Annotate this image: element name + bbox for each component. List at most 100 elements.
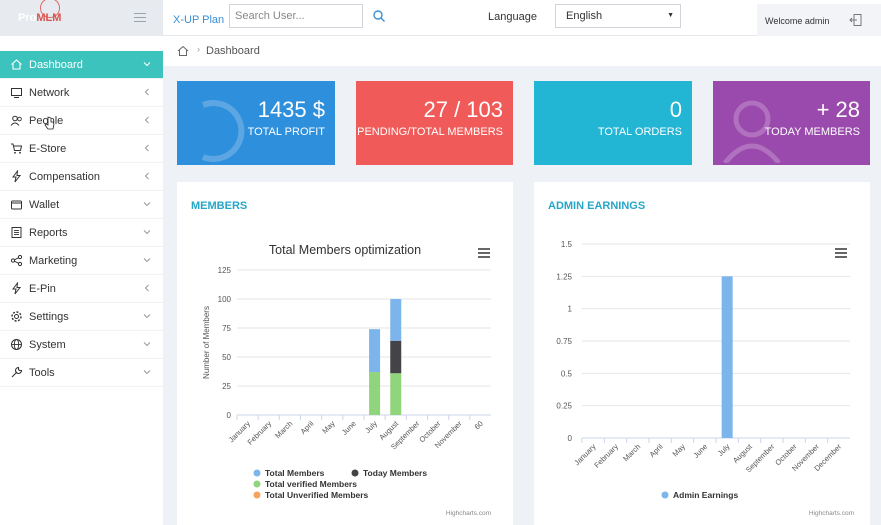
sidebar-item-system[interactable]: System bbox=[0, 331, 163, 359]
x-tick-label: July bbox=[363, 419, 379, 435]
x-tick-label: May bbox=[320, 419, 337, 436]
caret-down-icon: ▼ bbox=[667, 12, 674, 19]
profit-ghost-icon bbox=[201, 100, 245, 162]
wrench-icon bbox=[11, 366, 23, 378]
card-label: PENDING/TOTAL MEMBERS bbox=[357, 126, 503, 138]
x-tick-label: March bbox=[273, 419, 294, 440]
top-bar: ProMLM X-UP Plan Language English ▼ Welc… bbox=[0, 0, 881, 36]
sidebar-item-e-pin[interactable]: E-Pin bbox=[0, 275, 163, 303]
bolt-icon bbox=[12, 282, 22, 295]
chart-menu-icon[interactable] bbox=[835, 248, 847, 258]
sidebar-item-label: Network bbox=[29, 86, 70, 99]
wallet-icon bbox=[11, 200, 22, 210]
x-tick-label: June bbox=[691, 442, 709, 460]
y-tick-label: 50 bbox=[222, 353, 231, 362]
sidebar-item-label: Settings bbox=[29, 310, 69, 323]
sidebar-item-tools[interactable]: Tools bbox=[0, 359, 163, 387]
chart-credit: Highcharts.com bbox=[809, 510, 854, 517]
search-icon[interactable] bbox=[372, 9, 386, 23]
admin-earnings-panel: ADMIN EARNINGS 0 0.25 0.5 0.75 1 1.25 1.5 Janua… bbox=[534, 182, 870, 525]
chevron-down-icon bbox=[143, 314, 151, 319]
chevron-down-icon bbox=[143, 258, 151, 263]
sidebar-item-compensation[interactable]: Compensation bbox=[0, 163, 163, 191]
chevron-down-icon bbox=[143, 62, 151, 67]
plan-link[interactable]: X-UP Plan bbox=[173, 14, 225, 26]
sidebar-item-label: E-Store bbox=[29, 142, 67, 155]
legend-marker bbox=[661, 491, 669, 499]
sidebar-item-marketing[interactable]: Marketing bbox=[0, 247, 163, 275]
bar-total-members bbox=[390, 299, 402, 341]
legend-label: Admin Earnings bbox=[673, 490, 738, 500]
sidebar-item-dashboard[interactable]: Dashboard bbox=[0, 51, 163, 79]
sidebar-item-label: Dashboard bbox=[29, 58, 83, 71]
card-value: 0 bbox=[669, 97, 682, 122]
user-area: Welcome admin bbox=[757, 4, 881, 36]
members-panel-title: MEMBERS bbox=[191, 200, 248, 212]
y-tick-label: 75 bbox=[222, 324, 231, 333]
menu-toggle-icon[interactable] bbox=[134, 13, 146, 23]
sidebar-item-reports[interactable]: Reports bbox=[0, 219, 163, 247]
pending-members-card[interactable]: 27 / 103 PENDING/TOTAL MEMBERS bbox=[356, 81, 513, 165]
chevron-down-icon bbox=[143, 202, 151, 207]
sidebar-item-people[interactable]: People bbox=[0, 107, 163, 135]
sidebar-item-wallet[interactable]: Wallet bbox=[0, 191, 163, 219]
monitor-icon bbox=[11, 88, 22, 98]
legend-label: Total Unverified Members bbox=[265, 490, 369, 500]
home-icon[interactable] bbox=[177, 45, 189, 57]
bar-today-members bbox=[390, 340, 402, 374]
y-tick-label: 0 bbox=[227, 411, 232, 420]
search-user-input[interactable] bbox=[229, 4, 363, 28]
logo[interactable]: ProMLM bbox=[18, 12, 61, 24]
logo-main-text: MLM bbox=[36, 12, 62, 24]
y-tick-label: 0.25 bbox=[556, 402, 572, 411]
people-icon bbox=[10, 115, 22, 126]
today-members-card[interactable]: + 28 TODAY MEMBERS bbox=[713, 81, 870, 165]
home-icon bbox=[11, 59, 22, 70]
sidebar-item-network[interactable]: Network bbox=[0, 79, 163, 107]
sidebar-item-label: People bbox=[29, 114, 64, 127]
share-icon bbox=[10, 254, 23, 267]
user-ghost-icon bbox=[723, 100, 781, 163]
language-label: Language bbox=[488, 11, 537, 23]
y-tick-label: 1 bbox=[568, 305, 573, 314]
sidebar-item-label: Compensation bbox=[29, 170, 100, 183]
legend-marker bbox=[253, 469, 261, 477]
sidebar: Dashboard Network People E-Store Compensatio… bbox=[0, 36, 163, 525]
total-profit-card[interactable]: 1435 $ TOTAL PROFIT bbox=[177, 81, 335, 165]
y-axis-label: Number of Members bbox=[202, 306, 211, 379]
cart-icon bbox=[11, 143, 23, 154]
chart-credit: Highcharts.com bbox=[446, 510, 491, 517]
breadcrumb: › Dashboard bbox=[163, 36, 881, 66]
legend-label: Total Members bbox=[265, 468, 325, 478]
chevron-down-icon bbox=[143, 342, 151, 347]
x-tick-label: April bbox=[299, 419, 316, 436]
bar-total-members bbox=[369, 329, 381, 373]
y-tick-label: 0 bbox=[568, 434, 573, 443]
x-tick-label: April bbox=[648, 442, 665, 459]
language-select[interactable]: English ▼ bbox=[555, 4, 681, 28]
language-value: English bbox=[566, 10, 603, 22]
y-tick-label: 1.25 bbox=[556, 272, 572, 281]
sidebar-item-settings[interactable]: Settings bbox=[0, 303, 163, 331]
chart-menu-icon[interactable] bbox=[478, 248, 490, 258]
card-value: 1435 $ bbox=[257, 97, 325, 122]
sidebar-item-e-store[interactable]: E-Store bbox=[0, 135, 163, 163]
welcome-text: Welcome admin bbox=[765, 16, 830, 26]
bar-total-verified-members bbox=[369, 372, 381, 415]
legend-marker bbox=[253, 480, 261, 488]
sidebar-nav: Dashboard Network People E-Store Compensatio… bbox=[0, 51, 163, 387]
x-tick-label: February bbox=[592, 442, 620, 470]
logout-icon[interactable] bbox=[849, 13, 863, 27]
gear-icon bbox=[11, 311, 22, 322]
x-tick-label: July bbox=[716, 442, 732, 458]
card-value: 27 / 103 bbox=[423, 97, 503, 122]
total-orders-card[interactable]: 0 TOTAL ORDERS bbox=[534, 81, 692, 165]
y-tick-label: 0.75 bbox=[556, 337, 572, 346]
y-tick-label: 1.5 bbox=[561, 240, 573, 249]
chevron-left-icon bbox=[144, 88, 149, 96]
sidebar-item-label: System bbox=[29, 338, 66, 351]
sidebar-item-label: E-Pin bbox=[29, 282, 56, 295]
y-tick-label: 125 bbox=[218, 266, 232, 275]
x-tick-label: March bbox=[621, 442, 642, 463]
